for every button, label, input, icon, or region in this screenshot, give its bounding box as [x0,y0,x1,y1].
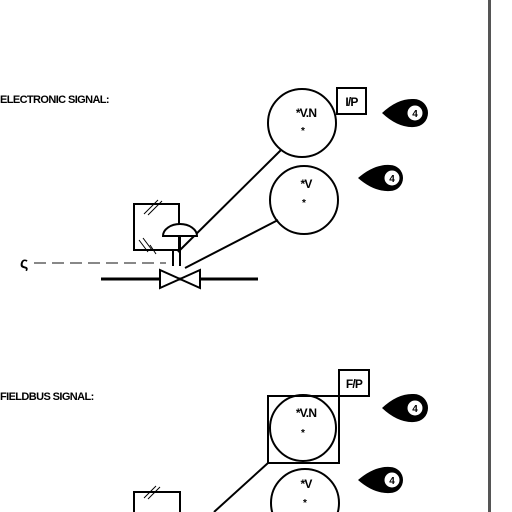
fieldbus-callout-bottom: 4 [358,466,403,494]
electronic-signal-heading: ELECTRONIC SIGNAL: [0,94,110,106]
instrument-bubble-circle [269,394,337,462]
callout-number: 4 [389,476,395,487]
instrument-bubble-circle [269,165,339,235]
instrument-sub: * [301,126,305,137]
callout-number: 4 [412,404,418,415]
sheet-border-line [488,0,491,512]
valve-actuator [161,223,199,237]
instrument-tag: *V.N [296,106,317,120]
instrument-bubble-circle [267,88,337,158]
control-valve-icon [159,268,201,290]
electronic-converter-box: I/P [336,87,367,115]
signal-symbol: ς [20,255,28,272]
electronic-section: *V.N * I/P 4 *V * [20,87,428,290]
instrument-sub: * [303,498,307,509]
electronic-instrument-top: *V.N * [267,88,337,158]
fieldbus-instrument-bottom: *V * [270,468,340,512]
fieldbus-positioner [133,485,181,512]
callout-number: 4 [389,174,395,185]
fieldbus-instrument-top: *V.N * [269,394,337,462]
instrument-sub: * [302,198,306,209]
instrument-bubble-circle [270,468,340,512]
instrument-tag: *V [300,177,312,191]
electronic-callout-bottom: 4 [358,164,403,192]
electronic-instrument-bottom: *V * [269,165,339,235]
instrument-tag: *V [300,477,312,491]
fieldbus-signal-heading: FIELDBUS SIGNAL: [0,391,94,403]
fieldbus-section: F/P *V.N * 4 *V * [133,369,428,512]
instrument-sub: * [301,428,305,439]
electronic-callout-top: 4 [382,98,428,128]
fieldbus-callout-top: 4 [382,393,428,423]
signal-line [213,462,269,512]
instrument-tag: *V.N [296,406,317,420]
signal-line-bottom [184,219,279,269]
converter-label: F/P [346,377,363,391]
converter-label: I/P [345,95,358,109]
fieldbus-converter-box: F/P [338,369,370,397]
callout-number: 4 [412,109,418,120]
